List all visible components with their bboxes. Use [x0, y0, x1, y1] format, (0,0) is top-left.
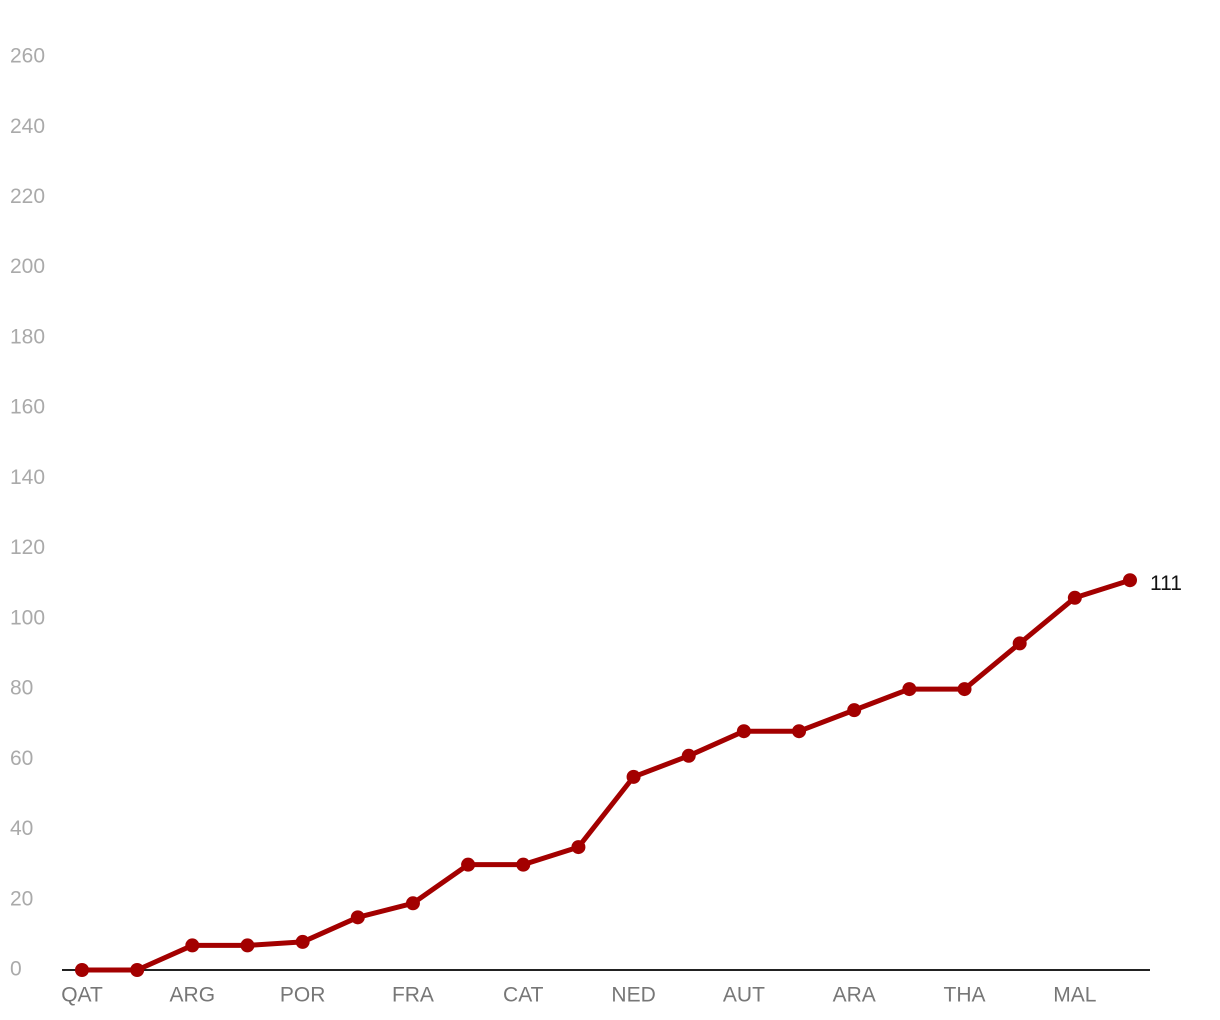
data-line — [82, 577, 1131, 973]
x-tick-label: AUT — [723, 984, 765, 1007]
y-tick-label: 240 — [10, 115, 45, 138]
data-point — [1067, 590, 1082, 605]
data-point — [571, 840, 586, 855]
value-label: 111 — [1150, 572, 1182, 595]
data-point — [130, 963, 145, 977]
data-point — [736, 724, 751, 739]
y-tick-label: 40 — [10, 817, 33, 840]
data-point — [1123, 573, 1137, 588]
data-point — [461, 857, 476, 872]
y-tick-label: 100 — [10, 606, 45, 629]
x-tick-label: FRA — [392, 984, 434, 1007]
y-tick-label: 220 — [10, 185, 45, 208]
x-tick-label: ARA — [833, 984, 876, 1007]
data-point — [1012, 636, 1027, 651]
data-point — [626, 769, 641, 784]
data-point — [405, 896, 420, 911]
y-tick-label: 60 — [10, 747, 33, 770]
data-point — [957, 682, 972, 697]
data-point — [75, 963, 89, 977]
y-tick-label: 80 — [10, 677, 33, 700]
x-tick-label: NED — [611, 984, 655, 1007]
data-point — [681, 748, 696, 763]
data-point — [185, 938, 200, 953]
y-tick-label: 120 — [10, 536, 45, 559]
data-point — [295, 934, 310, 949]
x-tick-label: ARG — [170, 984, 216, 1007]
y-tick-label: 20 — [10, 887, 33, 910]
y-tick-label: 140 — [10, 466, 45, 489]
data-point — [350, 910, 365, 925]
y-tick-label: 0 — [10, 958, 22, 981]
data-point — [902, 682, 917, 697]
y-tick-label: 160 — [10, 396, 45, 419]
y-tick-label: 180 — [10, 325, 45, 348]
data-point — [240, 938, 255, 953]
x-tick-label: THA — [944, 984, 986, 1007]
y-tick-label: 200 — [10, 255, 45, 278]
x-tick-label: MAL — [1053, 984, 1096, 1007]
data-point — [847, 703, 862, 718]
data-point — [516, 857, 531, 872]
x-tick-label: POR — [280, 984, 326, 1007]
data-point — [792, 724, 807, 739]
x-tick-label: QAT — [61, 984, 103, 1007]
y-tick-label: 260 — [10, 45, 45, 68]
x-tick-label: CAT — [503, 984, 544, 1007]
